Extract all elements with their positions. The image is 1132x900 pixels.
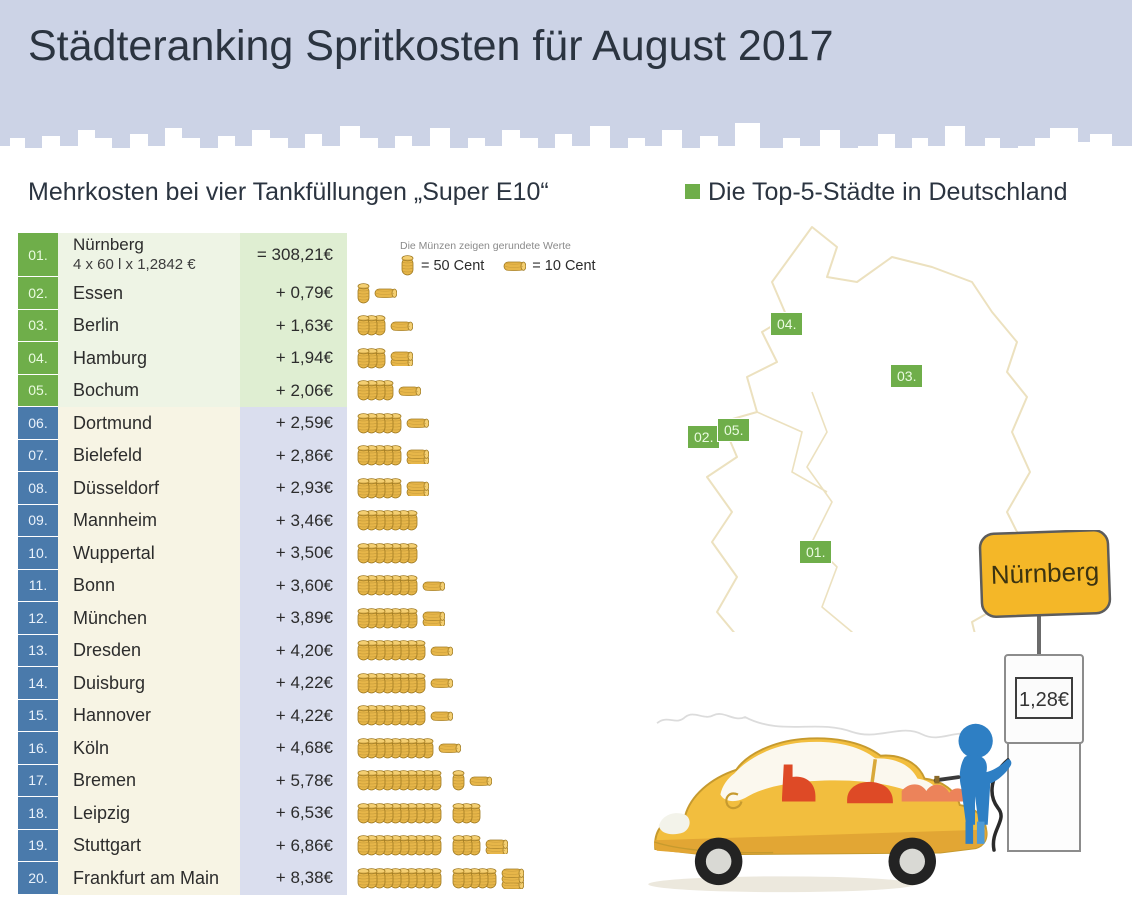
svg-text:Nürnberg: Nürnberg	[990, 556, 1099, 590]
